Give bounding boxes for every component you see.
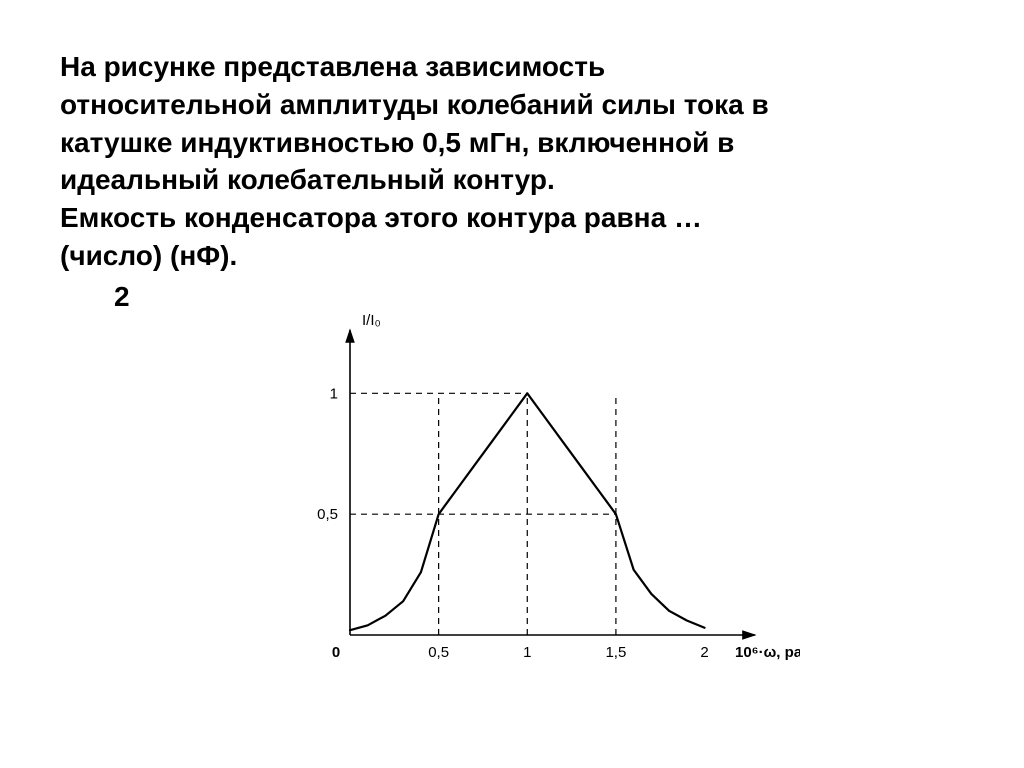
problem-line-3: катушке индуктивностью 0,5 мГн, включенн… [60, 124, 964, 162]
svg-text:1: 1 [523, 644, 531, 661]
problem-line-4: идеальный колебательный контур. [60, 161, 964, 199]
svg-text:0,5: 0,5 [428, 644, 449, 661]
resonance-chart: 0,5 1 1,5 2 0,5 1 0 I/I₀ 10⁶·ω, рад/с [280, 295, 800, 715]
svg-text:10⁶·ω, рад/с: 10⁶·ω, рад/с [735, 644, 800, 661]
problem-line-5: Емкость конденсатора этого контура равна… [60, 199, 964, 237]
svg-text:I/I₀: I/I₀ [362, 312, 381, 329]
svg-text:1: 1 [330, 385, 338, 402]
svg-text:1,5: 1,5 [605, 644, 626, 661]
resonance-chart-svg: 0,5 1 1,5 2 0,5 1 0 I/I₀ 10⁶·ω, рад/с [280, 295, 800, 695]
slide: На рисунке представлена зависимость отно… [0, 0, 1024, 768]
problem-line-2: относительной амплитуды колебаний силы т… [60, 86, 964, 124]
problem-line-1: На рисунке представлена зависимость [60, 48, 964, 86]
svg-text:2: 2 [700, 644, 708, 661]
svg-text:0: 0 [332, 644, 340, 661]
problem-line-6: (число) (нФ). [60, 237, 964, 275]
problem-text: На рисунке представлена зависимость отно… [60, 48, 964, 275]
svg-text:0,5: 0,5 [317, 506, 338, 523]
